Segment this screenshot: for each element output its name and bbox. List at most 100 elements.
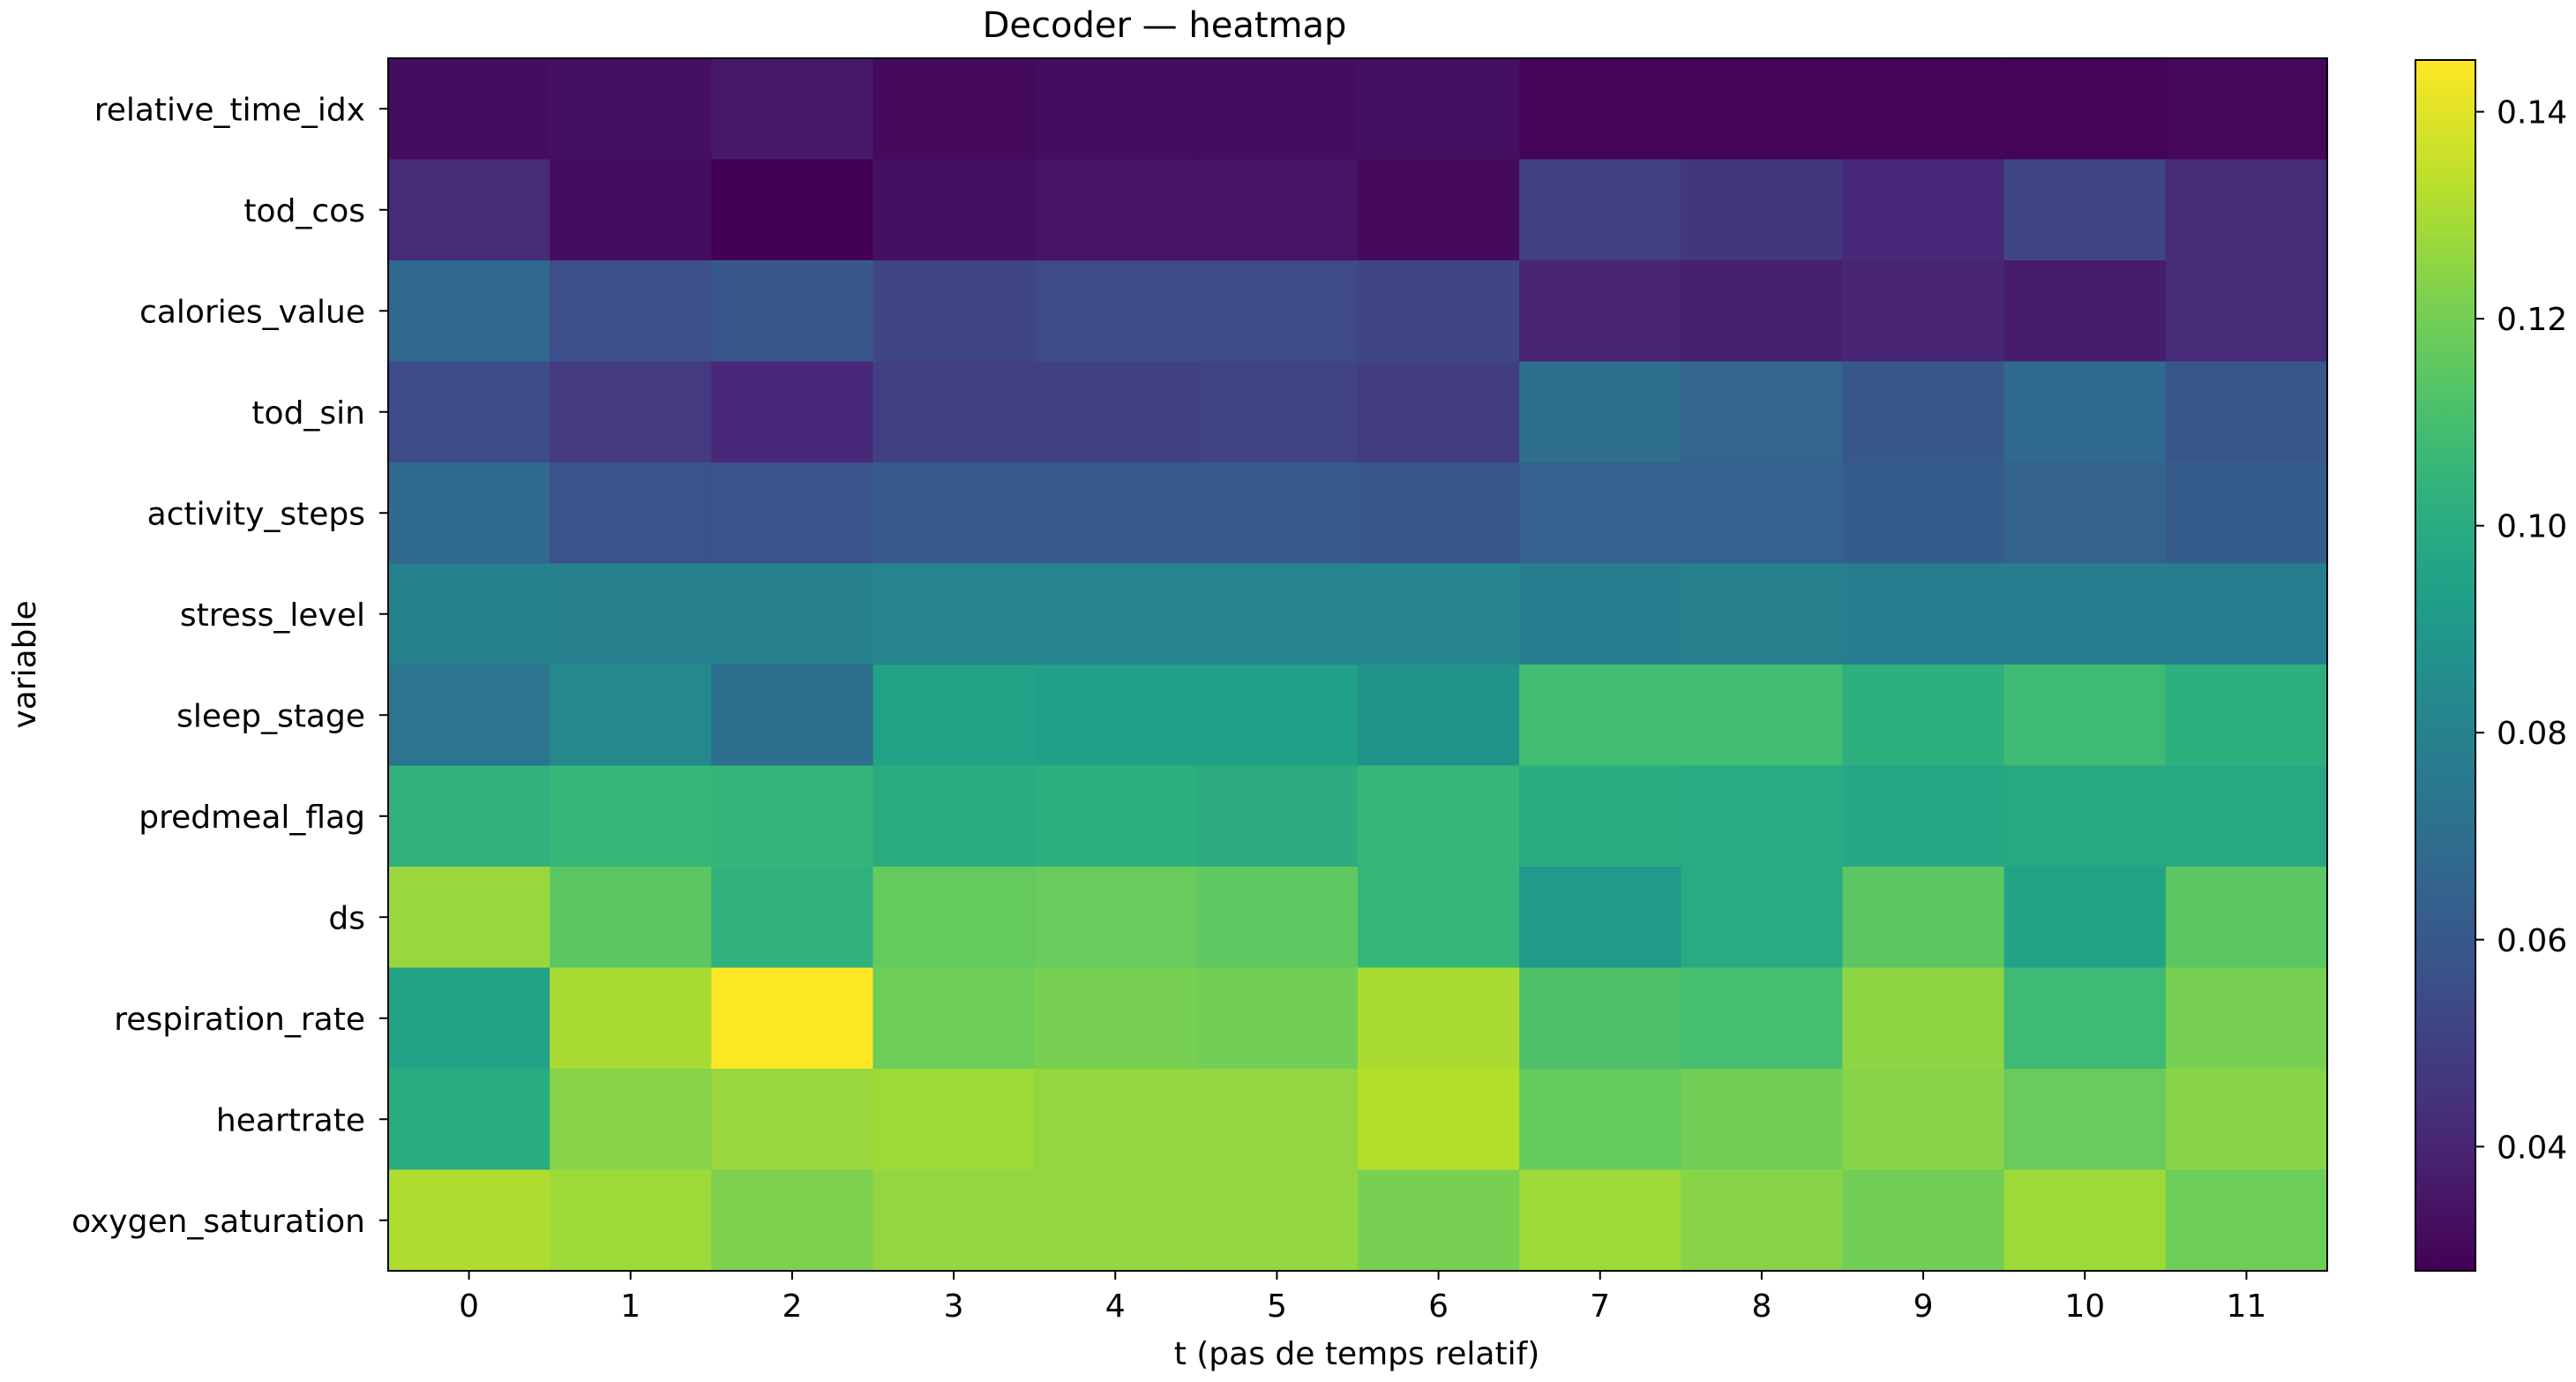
heatmap-cell [1034, 159, 1197, 261]
heatmap-cell [711, 867, 874, 969]
heatmap-cell [1195, 462, 1359, 565]
colorbar-ticks: 0.04 0.06 0.08 0.10 0.12 0.14 [2475, 95, 2567, 1166]
heatmap-cell [872, 765, 1036, 868]
x-axis-ticks: 0 1 2 3 4 5 6 7 8 9 10 11 [459, 1271, 2266, 1325]
heatmap-cell [1034, 1169, 1197, 1272]
heatmap-cell [2003, 765, 2167, 868]
colorbar-tick-label: 0.14 [2497, 95, 2567, 131]
heatmap-cell [1842, 1069, 2005, 1171]
heatmap-cell [2165, 765, 2328, 868]
heatmap-cells [388, 58, 2328, 1272]
heatmap-cell [550, 967, 712, 1070]
heatmap-cell [1034, 563, 1197, 665]
y-tick-label: calories_value [139, 294, 365, 330]
heatmap-cell [2003, 867, 2167, 969]
heatmap-cell [1358, 765, 1520, 868]
heatmap-cell [550, 765, 712, 868]
heatmap-cell [1195, 1069, 1359, 1171]
heatmap-cell [1519, 563, 1681, 665]
colorbar-tick-label: 0.04 [2497, 1130, 2567, 1166]
heatmap-cell [388, 260, 550, 363]
heatmap-cell [711, 1069, 874, 1171]
heatmap-cell [2165, 563, 2328, 665]
heatmap-cell [388, 867, 550, 969]
heatmap-cell [872, 58, 1036, 161]
heatmap-cell [1681, 58, 1844, 161]
x-tick-label: 7 [1590, 1288, 1610, 1325]
heatmap-cell [711, 765, 874, 868]
heatmap-cell [550, 260, 712, 363]
heatmap-cell [1842, 563, 2005, 665]
heatmap-cell [388, 159, 550, 261]
heatmap-cell [388, 665, 550, 767]
heatmap-cell [550, 1069, 712, 1171]
x-tick-label: 2 [782, 1288, 802, 1325]
heatmap-cell [711, 967, 874, 1070]
heatmap-cell [872, 665, 1036, 767]
heatmap-cell [1195, 765, 1359, 868]
heatmap-cell [550, 665, 712, 767]
heatmap-cell [1034, 765, 1197, 868]
heatmap-cell [2165, 462, 2328, 565]
heatmap-cell [1681, 1069, 1844, 1171]
heatmap-cell [1034, 361, 1197, 463]
y-tick-label: heartrate [216, 1102, 365, 1138]
heatmap-cell [388, 361, 550, 463]
heatmap-cell [872, 361, 1036, 463]
heatmap-cell [1842, 361, 2005, 463]
heatmap-cell [1842, 260, 2005, 363]
heatmap-cell [1195, 58, 1359, 161]
heatmap-cell [1519, 361, 1681, 463]
heatmap-cell [711, 58, 874, 161]
chart-title: Decoder — heatmap [983, 5, 1347, 46]
heatmap-cell [1358, 563, 1520, 665]
heatmap-cell [550, 1169, 712, 1272]
heatmap-cell [2165, 967, 2328, 1070]
colorbar-tick-label: 0.08 [2497, 716, 2567, 752]
heatmap-cell [1195, 967, 1359, 1070]
x-tick-label: 9 [1913, 1288, 1934, 1325]
heatmap-cell [1519, 58, 1681, 161]
heatmap-cell [1681, 563, 1844, 665]
heatmap-cell [711, 665, 874, 767]
heatmap-cell [711, 1169, 874, 1272]
heatmap-cell [388, 1169, 550, 1272]
heatmap-cell [711, 159, 874, 261]
y-axis-ticks: relative_time_idx tod_cos calories_valueto… [71, 92, 388, 1240]
y-tick-label: oxygen_saturation [71, 1204, 365, 1240]
heatmap-cell [872, 563, 1036, 665]
heatmap-cell [1519, 1169, 1681, 1272]
heatmap-cell [1358, 1069, 1520, 1171]
x-tick-label: 1 [620, 1288, 640, 1325]
y-tick-label: tod_cos [243, 193, 365, 229]
heatmap-cell [1034, 1069, 1197, 1171]
heatmap-cell [1519, 1069, 1681, 1171]
heatmap-cell [872, 159, 1036, 261]
heatmap-cell [388, 462, 550, 565]
x-tick-label: 11 [2227, 1288, 2267, 1325]
heatmap-cell [872, 1069, 1036, 1171]
heatmap-cell [1034, 867, 1197, 969]
heatmap-cell [1034, 967, 1197, 1070]
x-tick-label: 4 [1105, 1288, 1126, 1325]
y-tick-label: stress_level [180, 597, 365, 634]
heatmap-cell [1519, 260, 1681, 363]
y-axis-label: variable [7, 600, 43, 728]
heatmap-cell [711, 361, 874, 463]
y-tick-label: predmeal_flag [139, 800, 365, 836]
x-tick-label: 3 [944, 1288, 964, 1325]
heatmap-cell [1842, 58, 2005, 161]
heatmap-cell [1358, 1169, 1520, 1272]
heatmap-cell [550, 361, 712, 463]
heatmap-cell [1034, 260, 1197, 363]
y-tick-label: tod_sin [251, 395, 365, 432]
x-axis-label: t (pas de temps relatif) [1174, 1336, 1540, 1372]
heatmap-cell [711, 462, 874, 565]
heatmap-cell [1034, 462, 1197, 565]
heatmap-cell [550, 867, 712, 969]
heatmap-cell [2165, 1069, 2328, 1171]
heatmap-cell [1195, 1169, 1359, 1272]
heatmap-cell [2003, 260, 2167, 363]
heatmap-cell [2165, 361, 2328, 463]
